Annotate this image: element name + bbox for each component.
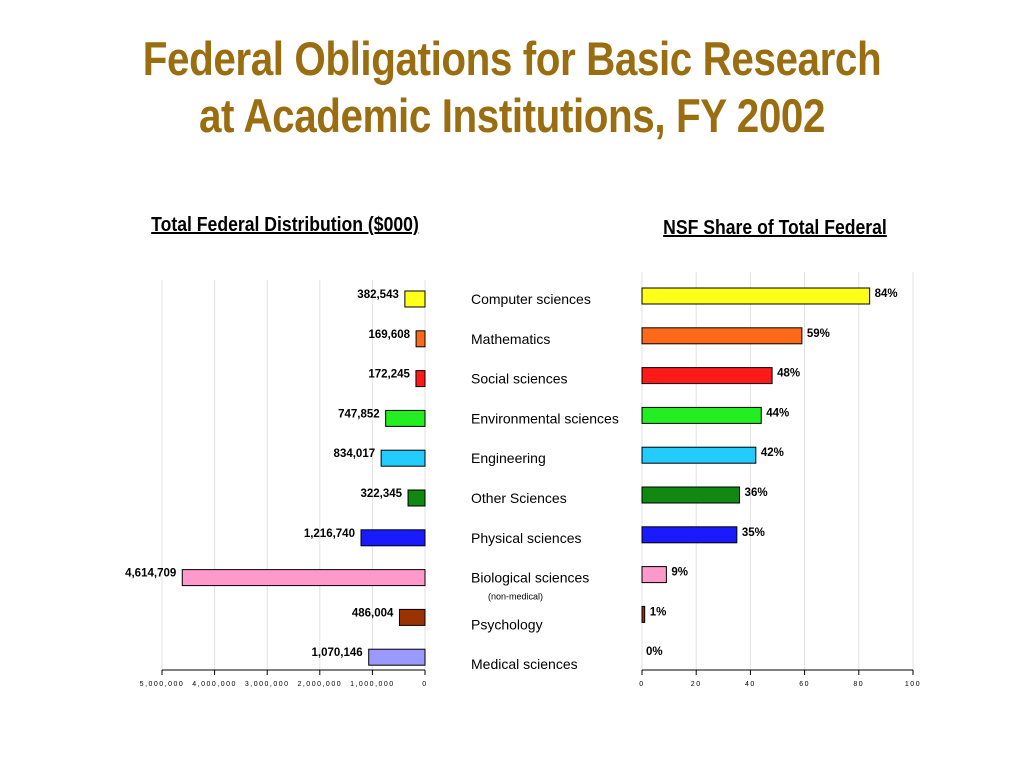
- left-bar: [360, 529, 426, 547]
- right-bar: [641, 327, 803, 345]
- right-data-label: 36%: [745, 487, 768, 499]
- slide-title: Federal Obligations for Basic Research a…: [72, 30, 953, 144]
- category-label: Environmental sciences: [471, 410, 619, 426]
- right-bar: [641, 446, 757, 464]
- category-label: Biological sciences: [471, 570, 589, 586]
- right-x-tick-label: 20: [691, 681, 702, 688]
- slide-title-line-2: at Academic Institutions, FY 2002: [199, 89, 825, 142]
- left-data-label: 382,543: [357, 289, 399, 301]
- category-label: Social sciences: [471, 371, 568, 387]
- right-data-label: 35%: [742, 527, 765, 539]
- category-label: Medical sciences: [471, 656, 578, 672]
- left-data-label: 486,004: [352, 607, 394, 619]
- right-data-label: 48%: [777, 368, 800, 380]
- right-chart-title: NSF Share of Total Federal: [663, 217, 887, 239]
- right-x-tick-label: 0: [639, 681, 644, 688]
- category-label: Other Sciences: [471, 490, 567, 506]
- right-x-tick-label: 100: [905, 681, 921, 688]
- left-data-label: 4,614,709: [125, 568, 176, 580]
- left-bar: [404, 290, 426, 308]
- category-note: (non-medical): [488, 592, 543, 602]
- right-data-label: 1%: [650, 606, 667, 618]
- right-bar: [641, 367, 773, 385]
- left-bar: [398, 608, 426, 626]
- left-data-label: 747,852: [338, 408, 380, 420]
- category-label: Mathematics: [471, 331, 550, 347]
- category-label: Psychology: [471, 616, 543, 632]
- left-bar: [415, 330, 426, 348]
- left-x-tick-label: 3,000,000: [245, 681, 290, 688]
- right-x-tick-label: 60: [799, 681, 810, 688]
- right-data-label: 42%: [761, 447, 784, 459]
- left-x-tick-label: 1,000,000: [350, 681, 395, 688]
- left-bar: [380, 449, 426, 467]
- left-bar: [181, 569, 426, 587]
- right-data-label: 44%: [766, 407, 789, 419]
- left-bar: [368, 648, 426, 666]
- right-bar: [641, 566, 667, 584]
- left-data-label: 172,245: [368, 369, 410, 381]
- category-label: Physical sciences: [471, 530, 582, 546]
- left-data-label: 322,345: [360, 488, 402, 500]
- right-bar: [641, 287, 871, 305]
- category-label: Engineering: [471, 450, 546, 466]
- left-data-label: 1,070,146: [312, 647, 363, 659]
- left-x-tick-label: 5,000,000: [140, 681, 185, 688]
- right-data-label: 84%: [875, 288, 898, 300]
- right-data-label: 59%: [807, 328, 830, 340]
- right-x-tick-label: 80: [853, 681, 864, 688]
- right-bar: [641, 406, 762, 424]
- left-data-label: 169,608: [369, 329, 411, 341]
- left-bar: [407, 489, 426, 507]
- left-data-label: 834,017: [334, 448, 376, 460]
- left-x-tick-label: 2,000,000: [297, 681, 342, 688]
- right-bar: [641, 605, 646, 623]
- left-bar: [385, 409, 426, 427]
- category-label: Computer sciences: [471, 291, 591, 307]
- right-bar: [641, 526, 738, 544]
- left-x-tick-label: 0: [422, 681, 427, 688]
- left-chart-title: Total Federal Distribution ($000): [151, 214, 419, 236]
- right-x-tick-label: 40: [745, 681, 756, 688]
- left-x-tick-label: 4,000,000: [192, 681, 237, 688]
- left-data-label: 1,216,740: [304, 528, 355, 540]
- left-bar: [415, 370, 426, 388]
- right-bar: [641, 486, 741, 504]
- slide-title-line-1: Federal Obligations for Basic Research: [142, 32, 882, 85]
- right-data-label: 9%: [671, 567, 688, 579]
- right-data-label: 0%: [646, 646, 663, 658]
